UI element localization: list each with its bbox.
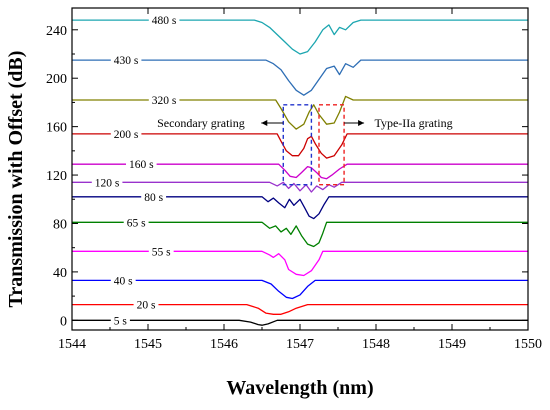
annotation-type-iia-grating: Type-IIa grating bbox=[374, 116, 452, 130]
series-label-1: 20 s bbox=[137, 300, 156, 312]
series-label-11: 480 s bbox=[152, 15, 177, 27]
series-line-4 bbox=[72, 221, 528, 248]
series-label-7: 160 s bbox=[129, 159, 154, 171]
x-tick-label-2: 1546 bbox=[210, 337, 238, 352]
x-tick-label-3: 1547 bbox=[286, 337, 314, 352]
series-line-5 bbox=[72, 196, 528, 220]
series-label-bg-3 bbox=[148, 245, 174, 258]
series-label-bg-0 bbox=[110, 314, 130, 327]
series-label-8: 200 s bbox=[114, 129, 139, 141]
x-tick-label-6: 1550 bbox=[514, 337, 542, 352]
axis-ticks: 1544 1545 1546 1547 1548 1549 1550 0 40 80 120 160 2… bbox=[46, 8, 542, 352]
series-label-3: 55 s bbox=[152, 246, 171, 258]
series-label-bg-5 bbox=[141, 190, 167, 203]
series-label-9: 320 s bbox=[152, 95, 177, 107]
y-tick-label-6: 240 bbox=[46, 24, 67, 39]
series-label-bg-11 bbox=[148, 14, 180, 27]
y-axis-title: Transmission with Offset (dB) bbox=[5, 51, 27, 308]
series-line-6 bbox=[72, 181, 528, 193]
series-label-bg-10 bbox=[110, 54, 142, 67]
series-label-bg-2 bbox=[110, 274, 136, 287]
grating-boxes bbox=[282, 104, 345, 186]
y-tick-label-1: 40 bbox=[53, 266, 67, 281]
series-label-bg-4 bbox=[123, 216, 149, 229]
annotation-secondary-grating: Secondary grating bbox=[157, 116, 245, 130]
series-label-bg-1 bbox=[133, 298, 159, 311]
annotations: Secondary grating Type-IIa grating bbox=[157, 116, 452, 130]
series-label-0: 5 s bbox=[114, 315, 128, 327]
series-line-0 bbox=[72, 319, 528, 326]
series-label-bg-6 bbox=[91, 176, 123, 189]
series-layer bbox=[72, 19, 528, 326]
y-tick-label-3: 120 bbox=[46, 169, 67, 184]
x-axis-title: Wavelength (nm) bbox=[226, 377, 373, 399]
y-tick-label-5: 200 bbox=[46, 72, 67, 87]
type-iia-box bbox=[318, 104, 345, 186]
series-label-bg-9 bbox=[148, 94, 180, 106]
series-label-bg-8 bbox=[110, 127, 142, 140]
series-label-10: 430 s bbox=[114, 55, 139, 67]
series-label-4: 65 s bbox=[127, 217, 146, 229]
series-label-5: 80 s bbox=[144, 192, 163, 204]
y-tick-label-0: 0 bbox=[60, 314, 67, 329]
series-line-10 bbox=[72, 59, 528, 96]
series-line-3 bbox=[72, 250, 528, 277]
series-label-2: 40 s bbox=[114, 275, 133, 287]
secondary-box bbox=[282, 104, 313, 186]
series-line-9 bbox=[72, 95, 528, 130]
series-labels: 5 s 20 s 40 s 55 s 65 s 80 s 120 s 160 s 200 s 32… bbox=[91, 14, 180, 327]
arrow-secondary-head bbox=[261, 120, 268, 126]
x-tick-label-4: 1548 bbox=[362, 337, 390, 352]
series-line-2 bbox=[72, 279, 528, 300]
series-label-bg-7 bbox=[126, 158, 157, 171]
series-line-8 bbox=[72, 133, 528, 159]
y-tick-label-2: 80 bbox=[53, 217, 67, 232]
arrow-type-iia-head bbox=[358, 120, 365, 126]
x-tick-label-5: 1549 bbox=[438, 337, 466, 352]
series-line-11 bbox=[72, 19, 528, 55]
x-tick-label-0: 1544 bbox=[58, 337, 86, 352]
series-line-1 bbox=[72, 303, 528, 315]
x-tick-label-1: 1545 bbox=[134, 337, 162, 352]
y-tick-label-4: 160 bbox=[46, 121, 67, 136]
series-label-6: 120 s bbox=[95, 177, 120, 189]
